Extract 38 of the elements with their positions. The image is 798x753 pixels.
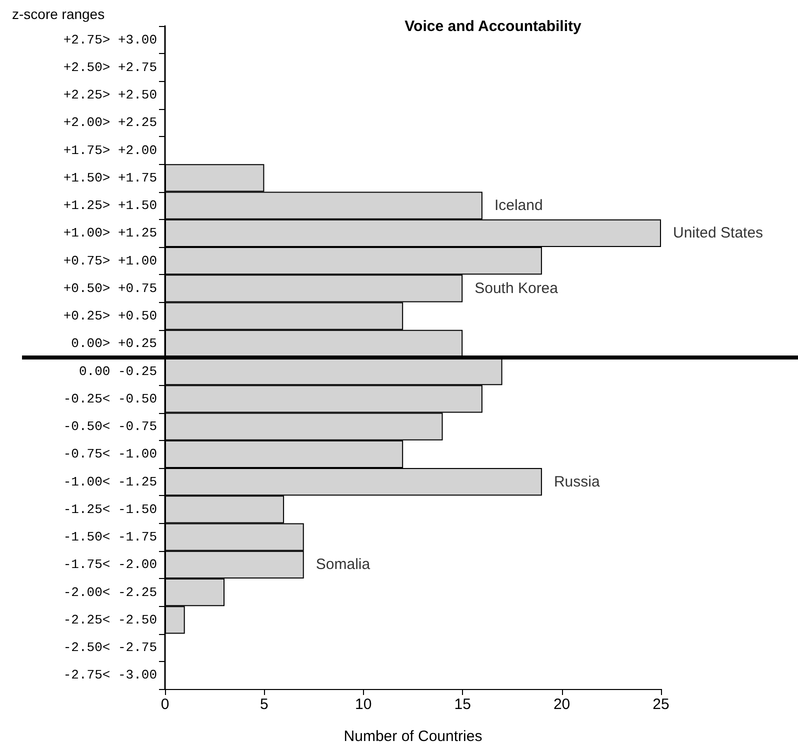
- y-tick-label: +2.50> +2.75: [63, 60, 157, 75]
- x-axis-title: Number of Countries: [344, 728, 482, 745]
- y-tick-label: +2.75> +3.00: [63, 32, 157, 48]
- x-tick-label: 10: [355, 696, 372, 713]
- annotation: Iceland: [494, 197, 543, 214]
- y-tick-label: -0.50< -0.75: [63, 419, 157, 434]
- x-tick-label: 5: [260, 696, 268, 713]
- y-tick-label: +1.50> +1.75: [63, 170, 157, 186]
- y-tick-label: -2.25< -2.50: [63, 612, 157, 628]
- y-tick-label: +1.25> +1.50: [63, 198, 157, 214]
- y-axis-title: z-score ranges: [12, 6, 105, 22]
- y-tick-label: 0.00 -0.25: [78, 364, 157, 379]
- y-tick-label: -1.50< -1.75: [63, 530, 157, 545]
- y-tick-label: +0.25> +0.50: [63, 308, 157, 324]
- y-tick-label: -2.00< -2.25: [63, 584, 157, 600]
- y-tick-label: +1.00> +1.25: [63, 226, 157, 241]
- annotation: South Korea: [474, 280, 559, 297]
- y-tick-label: -2.75< -3.00: [63, 668, 157, 683]
- x-tick-label: 15: [454, 696, 471, 713]
- annotation: Russia: [554, 473, 600, 490]
- y-tick-label: -1.00< -1.25: [63, 474, 157, 490]
- y-tick-label: 0.00> +0.25: [71, 336, 157, 352]
- chart-title: Voice and Accountability: [404, 18, 582, 35]
- x-tick-label: 0: [160, 696, 170, 713]
- y-tick-label: -1.25< -1.50: [63, 502, 157, 517]
- y-tick-label: -1.75< -2.00: [63, 557, 157, 572]
- y-tick-label: -0.75< -1.00: [63, 446, 157, 462]
- y-tick-label: -0.25< -0.50: [63, 391, 157, 406]
- y-tick-label: +1.75> +2.00: [63, 142, 157, 158]
- x-tick-label: 20: [553, 696, 570, 713]
- y-tick-label: +0.50> +0.75: [63, 280, 157, 296]
- y-tick-label: +2.25> +2.50: [63, 88, 157, 103]
- x-tick-label: 25: [652, 696, 670, 713]
- annotation: United States: [673, 224, 764, 242]
- annotation: Somalia: [316, 556, 371, 574]
- y-tick-label: +2.00> +2.25: [63, 115, 157, 130]
- y-tick-label: -2.50< -2.75: [63, 640, 157, 656]
- y-tick-label: +0.75> +1.00: [63, 253, 157, 268]
